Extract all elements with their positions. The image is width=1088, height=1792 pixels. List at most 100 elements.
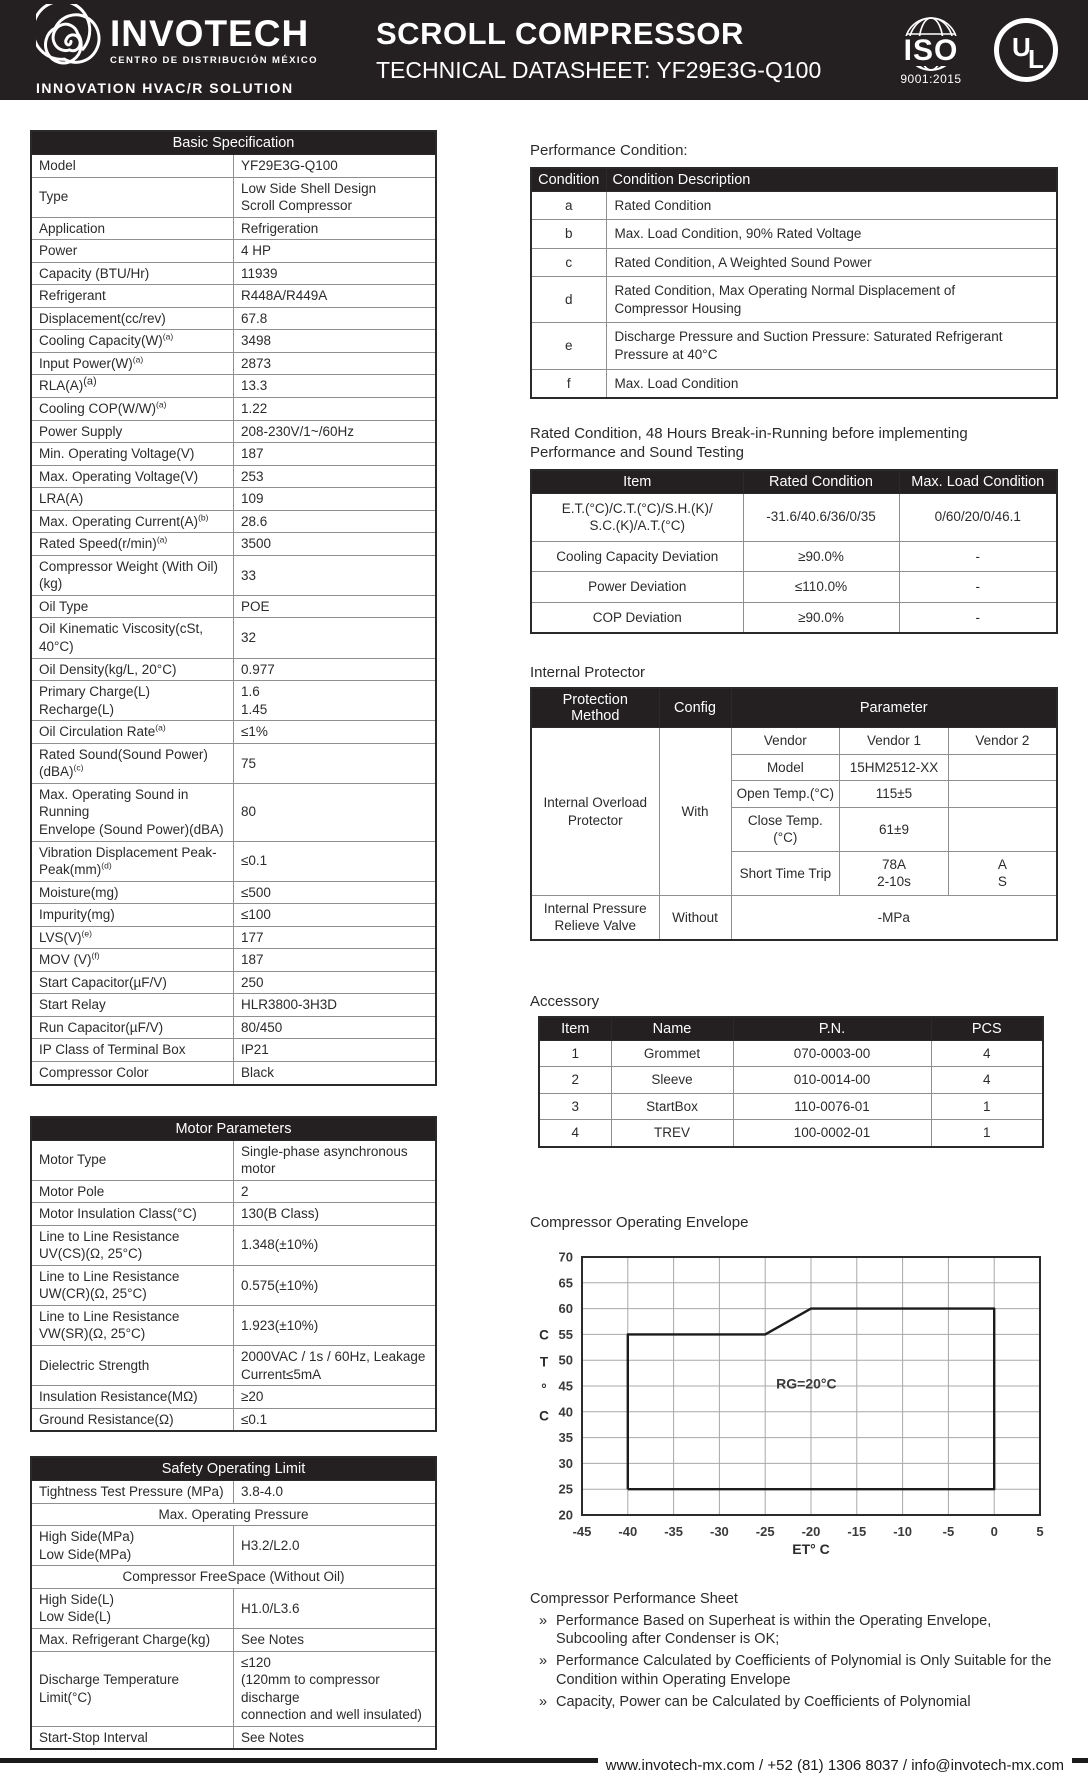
spec-value: Black <box>233 1060 437 1086</box>
header: INVOTECH CENTRO DE DISTRIBUCIÓN MÉXICO I… <box>0 0 1088 100</box>
table-row: Max. Operating Sound in Running Envelope … <box>30 782 437 842</box>
table-row: Dielectric Strength 2000VAC / 1s / 60Hz,… <box>30 1344 437 1387</box>
table-row: 3 StartBox 110-0076-01 1 <box>538 1092 1044 1121</box>
envelope-chart-title: Compressor Operating Envelope <box>530 1213 749 1231</box>
accessory-item: 1 <box>538 1039 612 1068</box>
accessory-item: 4 <box>538 1119 612 1148</box>
safety-label: Start-Stop Interval <box>30 1725 234 1750</box>
spec-value: 80/450 <box>233 1015 437 1040</box>
spec-label: Run Capacitor(µF/V) <box>30 1015 234 1040</box>
spec-label: Oil Density(kg/L, 20°C) <box>30 657 234 682</box>
rated-value: ≥90.0% <box>742 540 900 573</box>
max-load-value: - <box>898 571 1058 603</box>
accessory-item: 3 <box>538 1092 612 1121</box>
plot-border <box>581 1255 1041 1516</box>
col-header-name: Name <box>610 1016 734 1041</box>
page-title: SCROLL COMPRESSOR <box>376 16 744 51</box>
param-name: Model <box>730 753 841 782</box>
table-row: E.T.(°C)/C.T.(°C)/S.H.(K)/S.C.(K)/A.T.(°… <box>530 492 1058 542</box>
spec-label: Rated Sound(Sound Power)(dBA)(c) <box>30 742 234 784</box>
spec-value: 33 <box>233 554 437 596</box>
table-row: Line to Line Resistance UV(CS)(Ω, 25°C) 1… <box>30 1224 437 1266</box>
motor-title: Motor Parameters <box>30 1116 437 1141</box>
motor-label: Motor Type <box>30 1139 234 1181</box>
param-vendor2 <box>947 806 1058 852</box>
safety-label: Tightness Test Pressure (MPa) <box>30 1480 234 1504</box>
col-header-config: Config <box>658 687 732 729</box>
condition-letter: c <box>530 247 607 278</box>
motor-label: Ground Resistance(Ω) <box>30 1407 234 1432</box>
table-row: Moisture(mg) ≤500 <box>30 880 437 905</box>
brand-tagline-1: CENTRO DE DISTRIBUCIÓN MÉXICO <box>110 54 318 66</box>
spec-value: 13.3 <box>233 374 437 399</box>
table-row: Primary Charge(L) Recharge(L) 1.6 1.45 <box>30 680 437 722</box>
table-row: Discharge Temperature Limit(°C) ≤120 (120… <box>30 1650 437 1727</box>
ul-badge-icon: U L <box>994 18 1058 82</box>
table-row: d Rated Condition, Max Operating Normal … <box>530 276 1058 324</box>
param-vendor1: 61±9 <box>839 806 949 852</box>
relieve-valve-value: -MPa <box>730 894 1058 941</box>
safety-value: H3.2/L2.0 <box>233 1525 437 1567</box>
spec-value: Low Side Shell Design Scroll Compressor <box>233 176 437 218</box>
table-row: Start Relay HLR3800-3H3D <box>30 993 437 1017</box>
spec-value: 3500 <box>233 532 437 556</box>
x-tick-label: -15 <box>847 1524 866 1539</box>
spec-label: Power <box>30 239 234 263</box>
spec-label: Cooling Capacity(W)(a) <box>30 329 234 353</box>
accessory-pn: 100-0002-01 <box>732 1119 932 1148</box>
spec-label: Max. Operating Voltage(V) <box>30 464 234 489</box>
content: Basic Specification Model YF29E3G-Q100 T… <box>0 100 1088 1751</box>
rated-item: Cooling Capacity Deviation <box>530 540 744 573</box>
spec-value: 109 <box>233 487 437 511</box>
x-axis-label: ET° C <box>792 1541 830 1557</box>
y-tick-label: 35 <box>559 1430 573 1445</box>
param-name: Close Temp. (°C) <box>730 806 841 852</box>
table-row: Cooling COP(W/W)(a) 1.22 <box>30 397 437 421</box>
table-row: Min. Operating Voltage(V) 187 <box>30 442 437 466</box>
table-row: Max. Refrigerant Charge(kg) See Notes <box>30 1628 437 1652</box>
table-row: Compressor Color Black <box>30 1060 437 1086</box>
condition-letter: e <box>530 322 607 370</box>
spec-value: HLR3800-3H3D <box>233 993 437 1017</box>
spec-label: Rated Speed(r/min)(a) <box>30 532 234 556</box>
y-axis-label-char: ° <box>541 1381 546 1396</box>
spec-label: LRA(A) <box>30 487 234 511</box>
motor-label: Line to Line Resistance VW(SR)(Ω, 25°C) <box>30 1304 234 1346</box>
condition-letter: f <box>530 368 607 399</box>
table-row: Refrigerant R448A/R449A <box>30 284 437 308</box>
col-header-rated: Rated Condition <box>742 469 900 494</box>
safety-value: See Notes <box>233 1628 437 1652</box>
swirl-logo-icon <box>31 0 102 76</box>
protection-config: Without <box>658 894 732 941</box>
param-vendor2: Vendor 2 <box>947 727 1058 755</box>
motor-label: Line to Line Resistance UV(CS)(Ω, 25°C) <box>30 1224 234 1266</box>
col-header-protection-method: Protection Method <box>530 687 660 729</box>
brand-tagline-2: INNOVATION HVAC/R SOLUTION <box>36 80 294 96</box>
note-bullet: » Performance Based on Superheat is with… <box>530 1612 1058 1650</box>
col-header-item: Item <box>538 1016 612 1041</box>
performance-condition-table: Condition Condition Description a Rated … <box>530 166 1058 400</box>
y-tick-label: 70 <box>559 1249 573 1264</box>
y-tick-label: 50 <box>559 1352 573 1367</box>
motor-value: 0.575(±10%) <box>233 1264 437 1306</box>
table-row: Oil Density(kg/L, 20°C) 0.977 <box>30 657 437 682</box>
spec-value: 32 <box>233 617 437 659</box>
accessory-table: Item Name P.N. PCS 1 Grommet 070-0003-00… <box>538 1015 1044 1148</box>
condition-description: Rated Condition, Max Operating Normal Di… <box>605 276 1058 324</box>
table-row: Start-Stop Interval See Notes <box>30 1725 437 1750</box>
spec-label: Start Relay <box>30 993 234 1017</box>
rated-item: E.T.(°C)/C.T.(°C)/S.H.(K)/S.C.(K)/A.T.(°… <box>530 492 744 542</box>
internal-protector-table: Protection Method Config Parameter Inter… <box>530 687 1058 942</box>
x-tick-label: -20 <box>802 1524 821 1539</box>
table-row: b Max. Load Condition, 90% Rated Voltage <box>530 219 1058 249</box>
table-row: Motor Type Single-phase asynchronous mot… <box>30 1139 437 1181</box>
y-tick-label: 20 <box>559 1507 573 1522</box>
table-row: Model 15HM2512-XX <box>531 753 1058 782</box>
table-row: High Side(MPa) Low Side(MPa) H3.2/L2.0 <box>30 1525 437 1567</box>
table-row: Tightness Test Pressure (MPa) 3.8-4.0 <box>30 1480 437 1504</box>
bullet-marker: » <box>538 1693 548 1710</box>
table-row: Impurity(mg) ≤100 <box>30 903 437 927</box>
y-tick-label: 60 <box>559 1301 573 1316</box>
motor-value: 2000VAC / 1s / 60Hz, Leakage Current≤5mA <box>233 1344 437 1387</box>
table-row: Model YF29E3G-Q100 <box>30 154 437 178</box>
